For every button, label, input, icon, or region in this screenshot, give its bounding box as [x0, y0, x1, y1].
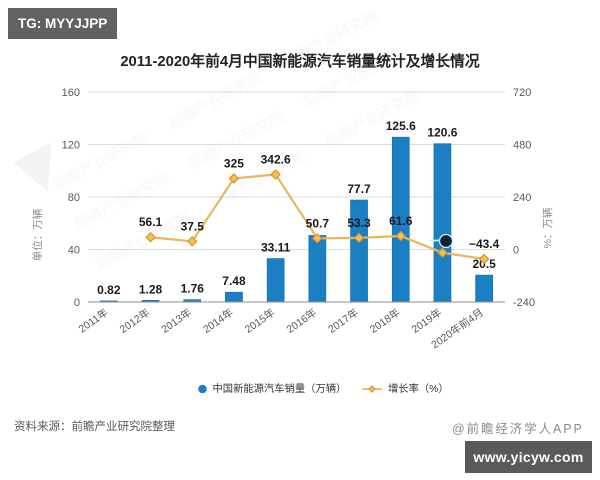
svg-text:342.6: 342.6 — [261, 153, 291, 167]
svg-text:61.6: 61.6 — [389, 214, 413, 228]
svg-text:2016年: 2016年 — [284, 306, 319, 336]
svg-text:125.6: 125.6 — [386, 119, 416, 133]
svg-text:77.7: 77.7 — [347, 182, 371, 196]
svg-text:1.28: 1.28 — [139, 282, 163, 296]
svg-text:480: 480 — [513, 140, 531, 152]
svg-text:-240: -240 — [513, 297, 535, 309]
svg-text:240: 240 — [513, 192, 531, 204]
svg-text:2011年: 2011年 — [76, 306, 111, 336]
svg-text:2015年: 2015年 — [242, 306, 277, 336]
svg-text:2013年: 2013年 — [159, 306, 194, 336]
svg-text:1.76: 1.76 — [181, 282, 205, 296]
svg-text:2014年: 2014年 — [200, 306, 235, 336]
svg-text:53.3: 53.3 — [347, 216, 371, 230]
svg-text:80: 80 — [68, 192, 80, 204]
svg-text:2012年: 2012年 — [117, 306, 152, 336]
svg-text:56.1: 56.1 — [139, 215, 163, 229]
svg-text:增长率（%）: 增长率（%） — [388, 382, 449, 395]
svg-text:0: 0 — [513, 245, 519, 257]
svg-text:中国新能源汽车销量（万辆）: 中国新能源汽车销量（万辆） — [213, 382, 347, 395]
svg-text:33.11: 33.11 — [261, 241, 291, 255]
svg-text:2019年: 2019年 — [409, 306, 444, 336]
svg-text:2018年: 2018年 — [367, 306, 402, 336]
svg-text:120: 120 — [62, 140, 80, 152]
svg-text:37.5: 37.5 — [181, 219, 205, 233]
svg-text:4: 4 — [444, 236, 449, 246]
svg-text:720: 720 — [513, 87, 531, 99]
svg-text:0.82: 0.82 — [97, 283, 121, 297]
svg-text:40: 40 — [68, 245, 80, 257]
svg-text:0: 0 — [74, 297, 80, 309]
svg-text:50.7: 50.7 — [306, 216, 330, 230]
svg-text:−43.4: −43.4 — [469, 237, 500, 251]
svg-text:7.48: 7.48 — [222, 274, 246, 288]
svg-text:2017年: 2017年 — [326, 306, 361, 336]
svg-text:120.6: 120.6 — [427, 126, 457, 140]
svg-text:160: 160 — [62, 87, 80, 99]
svg-text:325: 325 — [224, 156, 244, 170]
